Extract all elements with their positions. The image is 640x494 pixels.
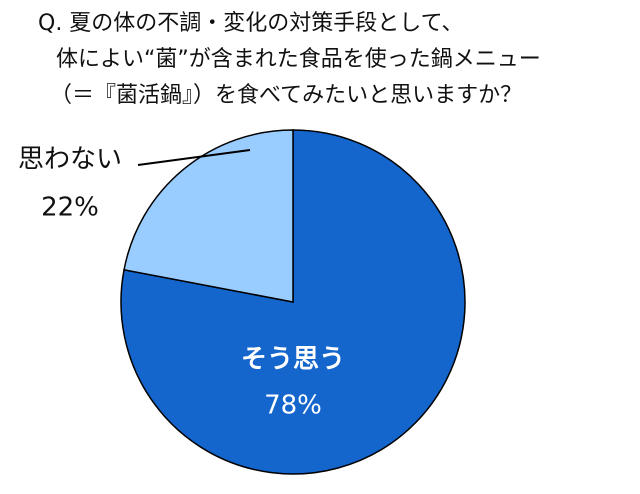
value-label: 78%: [264, 391, 322, 421]
chart-title: 体によい“菌”が含まれた食品を使った鍋メニュー: [56, 47, 541, 72]
slice-label: 思わない: [18, 145, 122, 175]
leader-line: [137, 149, 251, 166]
chart-title: Q. 夏の体の不調・変化の対策手段として、: [38, 11, 464, 36]
chart-title: （＝『菌活鍋』）を食べてみたいと思いますか？: [50, 83, 522, 108]
value-label: 22%: [41, 193, 99, 223]
pie-slice: [123, 129, 294, 303]
slice-label: そう思う: [241, 345, 345, 375]
